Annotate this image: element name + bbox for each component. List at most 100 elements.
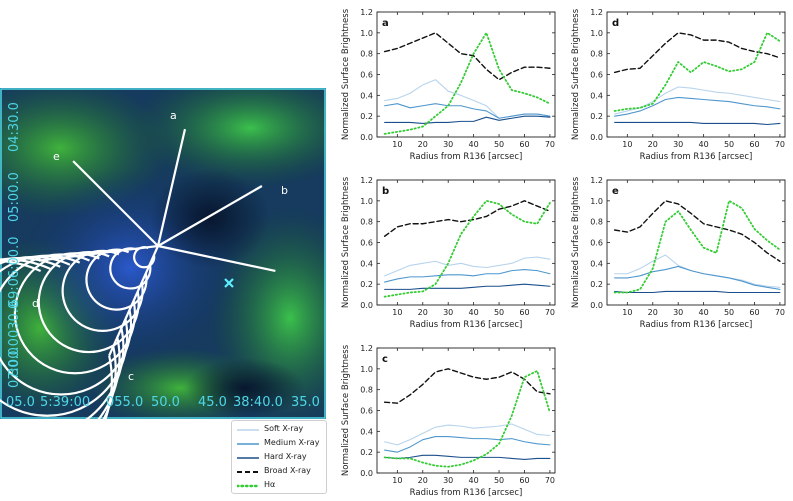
x-tick-label: 50 (494, 308, 504, 317)
segment-divider (157, 185, 263, 247)
ra-label: 5:39:00 (40, 395, 90, 410)
x-tick-label: 50 (724, 140, 734, 149)
legend-swatch (237, 457, 259, 459)
x-tick-label: 70 (775, 308, 785, 317)
x-tick-label: 70 (545, 476, 555, 485)
y-tick-label: 1.2 (360, 8, 373, 17)
y-tick-label: 1.0 (360, 197, 373, 206)
dark-cloud-region (150, 168, 270, 268)
plot-area (606, 11, 786, 138)
series-line-medium-x-ray (614, 265, 781, 290)
x-tick-label: 10 (392, 140, 402, 149)
x-tick-label: 10 (392, 476, 402, 485)
y-axis-label: Normalized Surface Brightness (571, 8, 581, 140)
x-tick-label: 50 (494, 140, 504, 149)
x-tick-label: 30 (443, 476, 453, 485)
x-tick-label: 20 (648, 308, 658, 317)
segment-label-b: b (281, 184, 288, 197)
y-tick-label: 1.2 (360, 344, 373, 353)
y-tick-label: 0.8 (590, 218, 603, 227)
x-tick-label: 40 (699, 140, 709, 149)
series-line-broad-x-ray (613, 200, 781, 262)
series-line-hα (613, 199, 781, 294)
annulus-ring (0, 253, 133, 396)
y-tick-label: 0.8 (590, 50, 603, 59)
series-line-broad-x-ray (383, 368, 551, 404)
ra-label: 055.0 (106, 395, 143, 410)
panel-label: a (382, 18, 389, 29)
composite-image: a b c d e 04:30.0 05:00.0 -69:06:00.0 03… (0, 88, 326, 419)
dec-label: 030.0 (7, 301, 22, 338)
series-line-hα (613, 31, 781, 112)
x-tick-label: 50 (494, 476, 504, 485)
annulus-ring (0, 257, 121, 419)
y-tick-label: 0.8 (360, 50, 373, 59)
annulus-segments-overlay (0, 128, 276, 419)
plot-area (376, 11, 556, 138)
series-line-hα (383, 31, 551, 135)
y-axis-label: Normalized Surface Brightness (341, 344, 351, 476)
series-line-broad-x-ray (383, 32, 551, 81)
y-axis-label: Normalized Surface Brightness (571, 176, 581, 308)
segment-label-e: e (53, 150, 60, 163)
x-tick-label: 40 (699, 308, 709, 317)
series-line-hard-x-ray (614, 121, 781, 126)
panel-label: c (382, 354, 388, 365)
y-tick-label: 0.6 (360, 71, 373, 80)
series-line-broad-x-ray (613, 32, 781, 74)
panel-label: d (612, 18, 619, 29)
y-tick-label: 0.0 (360, 301, 373, 310)
series-line-soft-x-ray (384, 256, 551, 277)
y-tick-label: 0.2 (360, 112, 373, 121)
x-tick-label: 10 (622, 140, 632, 149)
segment-divider (157, 244, 276, 273)
dark-cloud-region (185, 358, 305, 418)
chart-panel-c: 0.0 0.2 0.4 0.6 0.8 1.0 1.2 10 20 30 40 50 60 70 Radiu… (341, 344, 556, 498)
series-line-medium-x-ray (384, 103, 551, 119)
y-tick-label: 1.0 (360, 29, 373, 38)
legend-label: Hard X-ray (264, 452, 307, 461)
y-tick-label: 1.2 (590, 176, 603, 185)
dec-axis-labels: 04:30.0 05:00.0 -69:06:00.0 030.0 30.0 0… (7, 102, 22, 388)
y-tick-label: 1.2 (360, 176, 373, 185)
segment-label-c: c (128, 370, 134, 383)
y-axis-label: Normalized Surface Brightness (341, 8, 351, 140)
segment-label-a: a (170, 109, 177, 122)
x-tick-label: 40 (469, 308, 479, 317)
y-tick-label: 0.0 (590, 133, 603, 142)
y-tick-label: 0.8 (360, 218, 373, 227)
ra-axis-labels: 05.0 5:39:00 055.0 50.0 45.0 38:40.0 35.… (6, 395, 320, 410)
y-tick-label: 0.4 (360, 91, 373, 100)
x-tick-label: 60 (749, 308, 759, 317)
series-line-medium-x-ray (384, 435, 551, 453)
x-axis-label: Radius from R136 [arcsec] (410, 488, 523, 498)
plot-area (376, 347, 556, 474)
x-tick-label: 60 (519, 476, 529, 485)
series-line-soft-x-ray (384, 423, 551, 446)
image-frame (0, 88, 326, 419)
x-tick-label: 10 (622, 308, 632, 317)
y-tick-label: 0.4 (590, 259, 603, 268)
legend-item-soft: Soft X-ray (232, 424, 326, 437)
x-tick-label: 70 (545, 308, 555, 317)
series-line-hard-x-ray (614, 290, 781, 294)
y-tick-label: 0.4 (360, 427, 373, 436)
series-line-medium-x-ray (614, 96, 781, 117)
dec-label: -69:06:00.0 (7, 237, 22, 312)
legend-label: Medium X-ray (264, 438, 320, 447)
x-axis-label: Radius from R136 [arcsec] (410, 152, 523, 162)
x-tick-label: 20 (418, 476, 428, 485)
composite-image-panel: a b c d e 04:30.0 05:00.0 -69:06:00.0 03… (0, 88, 326, 419)
x-axis-label: Radius from R136 [arcsec] (640, 320, 753, 330)
ra-label: 35.0 (291, 395, 320, 410)
x-tick-label: 30 (443, 140, 453, 149)
series-line-hard-x-ray (384, 283, 551, 290)
x-tick-label: 50 (724, 308, 734, 317)
segment-divider (108, 245, 160, 357)
x-tick-label: 60 (749, 140, 759, 149)
legend-item-halpha: Hα (232, 480, 326, 493)
chart-panel-e: 0.0 0.2 0.4 0.6 0.8 1.0 1.2 10 20 30 40 50 60 70 Radiu… (571, 176, 786, 330)
y-tick-label: 0.8 (360, 386, 373, 395)
legend-swatch (237, 471, 259, 473)
x-tick-label: 10 (392, 308, 402, 317)
